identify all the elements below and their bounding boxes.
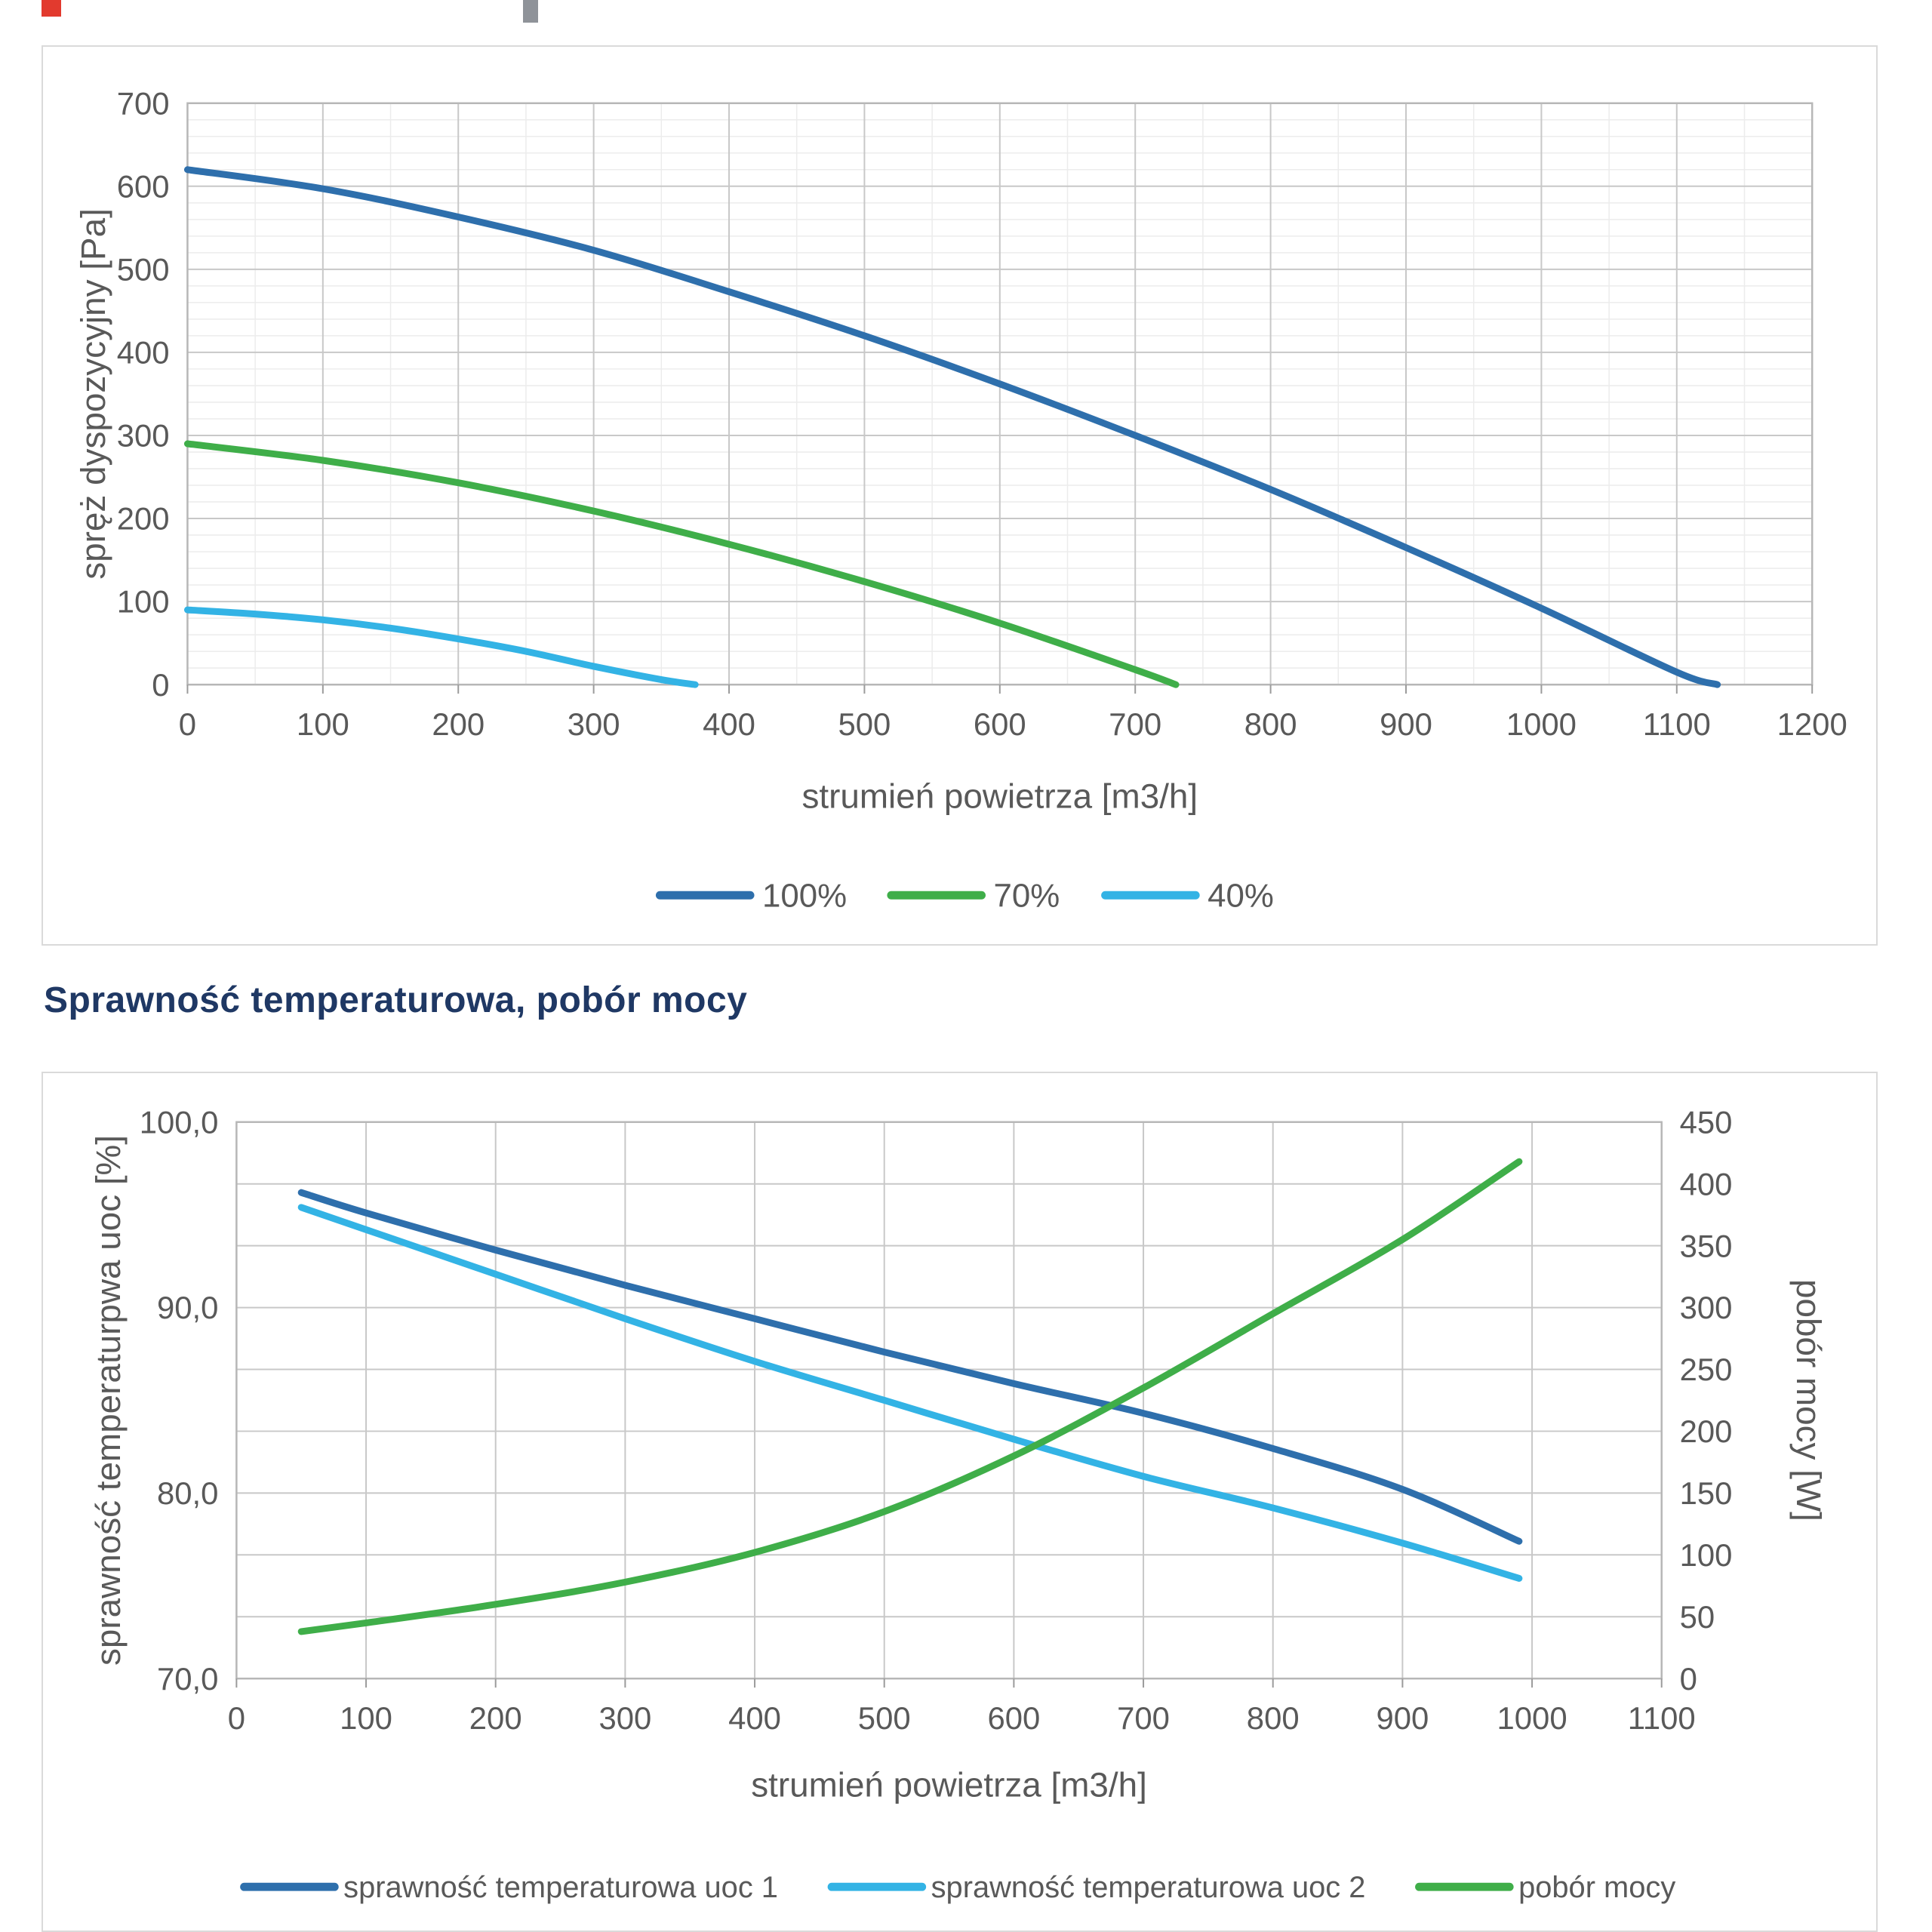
svg-text:strumień powietrza [m3/h]: strumień powietrza [m3/h] [751, 1766, 1147, 1804]
svg-text:150: 150 [1680, 1475, 1733, 1511]
svg-text:0: 0 [152, 667, 169, 703]
svg-text:800: 800 [1244, 706, 1297, 742]
svg-text:1200: 1200 [1777, 706, 1847, 742]
svg-text:700: 700 [1117, 1700, 1170, 1736]
svg-text:900: 900 [1376, 1700, 1429, 1736]
svg-text:90,0: 90,0 [157, 1290, 218, 1325]
svg-text:0: 0 [1680, 1661, 1697, 1697]
svg-text:250: 250 [1680, 1352, 1733, 1387]
svg-text:100: 100 [297, 706, 349, 742]
svg-text:70%: 70% [993, 878, 1060, 915]
svg-text:600: 600 [117, 168, 170, 204]
svg-text:500: 500 [117, 252, 170, 288]
svg-text:600: 600 [974, 706, 1026, 742]
svg-text:80,0: 80,0 [157, 1475, 218, 1511]
svg-text:200: 200 [469, 1700, 522, 1736]
svg-text:1100: 1100 [1643, 706, 1711, 742]
svg-text:50: 50 [1680, 1599, 1715, 1635]
svg-text:sprawność temperaturowa uoc 2: sprawność temperaturowa uoc 2 [931, 1871, 1366, 1904]
svg-text:100,0: 100,0 [140, 1104, 219, 1140]
svg-text:spręż dyspozycyjny [Pa]: spręż dyspozycyjny [Pa] [74, 208, 112, 580]
svg-text:70,0: 70,0 [157, 1661, 218, 1697]
svg-text:pobór mocy: pobór mocy [1518, 1871, 1675, 1904]
svg-text:sprawność temperaturpwa uoc [%: sprawność temperaturpwa uoc [%] [89, 1135, 128, 1666]
svg-text:300: 300 [117, 418, 170, 454]
svg-text:400: 400 [728, 1700, 781, 1736]
crop-artifact-gray [523, 0, 538, 23]
svg-text:450: 450 [1680, 1104, 1733, 1140]
svg-text:strumień powietrza [m3/h]: strumień powietrza [m3/h] [801, 777, 1198, 816]
svg-text:100: 100 [117, 584, 170, 620]
crop-artifact-red [42, 0, 61, 17]
svg-text:300: 300 [568, 706, 620, 742]
svg-text:0: 0 [228, 1700, 245, 1736]
svg-text:100: 100 [1680, 1537, 1733, 1573]
efficiency-power-chart: 0 100 200 300 400 500 600 700 800 900 1000 110070,0… [89, 1104, 1828, 1904]
svg-text:800: 800 [1247, 1700, 1300, 1736]
svg-text:700: 700 [1109, 706, 1161, 742]
svg-text:0: 0 [179, 706, 196, 742]
svg-text:sprawność temperaturowa uoc 1: sprawność temperaturowa uoc 1 [343, 1871, 778, 1904]
svg-text:200: 200 [432, 706, 485, 742]
pressure-vs-flow-chart: 0 100 200 300 400 500 600 700 800 900 1000 1100 1200… [74, 85, 1847, 915]
svg-text:1000: 1000 [1506, 706, 1577, 742]
svg-text:300: 300 [1680, 1290, 1733, 1325]
svg-text:900: 900 [1380, 706, 1432, 742]
svg-text:700: 700 [117, 85, 170, 121]
svg-text:1100: 1100 [1628, 1700, 1696, 1736]
svg-text:350: 350 [1680, 1228, 1733, 1263]
chart-panel-pressure: 0 100 200 300 400 500 600 700 800 900 1000 1100 1200… [42, 45, 1878, 946]
svg-text:400: 400 [1680, 1166, 1733, 1201]
chart-panel-efficiency-power: 0 100 200 300 400 500 600 700 800 900 1000 1100 70,0… [42, 1072, 1878, 1932]
svg-text:1000: 1000 [1497, 1700, 1567, 1736]
svg-text:400: 400 [703, 706, 755, 742]
svg-text:300: 300 [598, 1700, 651, 1736]
svg-text:500: 500 [858, 1700, 911, 1736]
svg-text:500: 500 [838, 706, 891, 742]
section-title: Sprawność temperaturowa, pobór mocy [44, 980, 748, 1020]
svg-text:pobór mocy [W]: pobór mocy [W] [1789, 1279, 1828, 1521]
svg-text:200: 200 [117, 501, 170, 537]
svg-text:200: 200 [1680, 1414, 1733, 1449]
svg-text:100%: 100% [762, 878, 847, 915]
svg-text:100: 100 [340, 1700, 392, 1736]
svg-text:40%: 40% [1208, 878, 1274, 915]
svg-text:600: 600 [987, 1700, 1040, 1736]
svg-text:400: 400 [117, 335, 170, 371]
